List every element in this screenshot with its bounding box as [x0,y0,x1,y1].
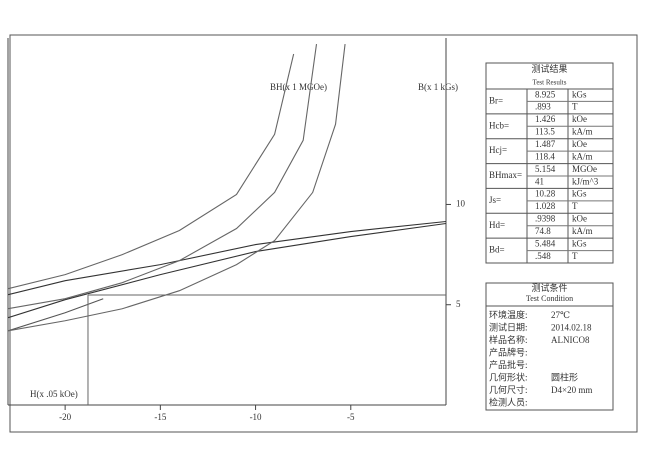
condition-label: 环境温度: [489,309,528,320]
condition-value: D4×20 mm [551,385,592,395]
result-value: 113.5 [535,127,555,137]
result-value: 1.028 [535,201,556,211]
results-subtitle: Test Results [533,79,567,87]
results-title: 测试结果 [531,63,567,74]
condition-label: 检测人员: [489,397,528,408]
curve [8,220,446,296]
result-label: Hcj= [489,145,507,155]
condition-value: 27℃ [551,310,570,320]
result-value: 5.484 [535,238,556,248]
y-label-2: BH(x 1 MGOe) [270,82,327,92]
result-value: .9398 [535,214,556,224]
result-unit: kGs [572,89,587,99]
result-label: Bd= [489,245,505,255]
results-table [485,62,614,264]
curve [8,43,346,332]
result-unit: kOe [572,114,587,124]
y-label: B(x 1 kGs) [418,82,458,92]
condition-value: ALNICO8 [551,335,590,345]
x-tick-label: -10 [250,412,262,422]
result-unit: kJ/m^3 [572,176,599,186]
x-tick-label: -20 [59,412,71,422]
curve [8,53,295,290]
page-border [9,34,638,433]
x-tick-label: -15 [154,412,166,422]
conditions-title: 测试条件 [531,282,567,293]
condition-label: 产品批号: [489,359,528,370]
result-value: .893 [535,102,551,112]
curve [8,222,446,319]
result-value: 10.28 [535,189,556,199]
y-tick-label: 5 [456,299,461,309]
result-value: 74.8 [535,226,551,236]
result-unit: kA/m [572,151,593,161]
result-unit: MGOe [572,164,597,174]
result-value: 8.925 [535,89,556,99]
condition-label: 产品牌号: [489,347,528,358]
condition-label: 测试日期: [489,322,528,333]
condition-value: 2014.02.18 [551,323,592,333]
result-unit: kA/m [572,127,593,137]
conditions-subtitle: Test Condition [526,294,573,303]
result-unit: T [572,102,578,112]
result-value: 118.4 [535,151,555,161]
condition-label: 几何尺寸: [489,384,528,395]
result-value: 41 [535,176,544,186]
result-unit: kOe [572,214,587,224]
result-value: 5.154 [535,164,556,174]
result-value: 1.426 [535,114,556,124]
x-label: H(x .05 kOe) [30,389,78,399]
result-unit: kOe [572,139,587,149]
result-unit: T [572,201,578,211]
x-tick-label: -5 [347,412,355,422]
result-unit: kGs [572,238,587,248]
conditions-table [485,282,614,411]
y-tick-label: 10 [456,199,466,209]
result-label: Js= [489,195,501,205]
condition-label: 样品名称: [489,334,528,345]
result-value: .548 [535,251,551,261]
curve [8,298,104,332]
result-unit: kGs [572,189,587,199]
curve [8,43,318,310]
result-label: Br= [489,95,503,105]
result-label: Hcb= [489,120,509,130]
result-label: BHmax= [489,170,522,180]
condition-label: 几何形状: [489,372,528,383]
result-unit: T [572,251,578,261]
result-unit: kA/m [572,226,593,236]
condition-value: 圆柱形 [551,372,578,383]
result-value: 1.487 [535,139,556,149]
result-label: Hd= [489,220,505,230]
